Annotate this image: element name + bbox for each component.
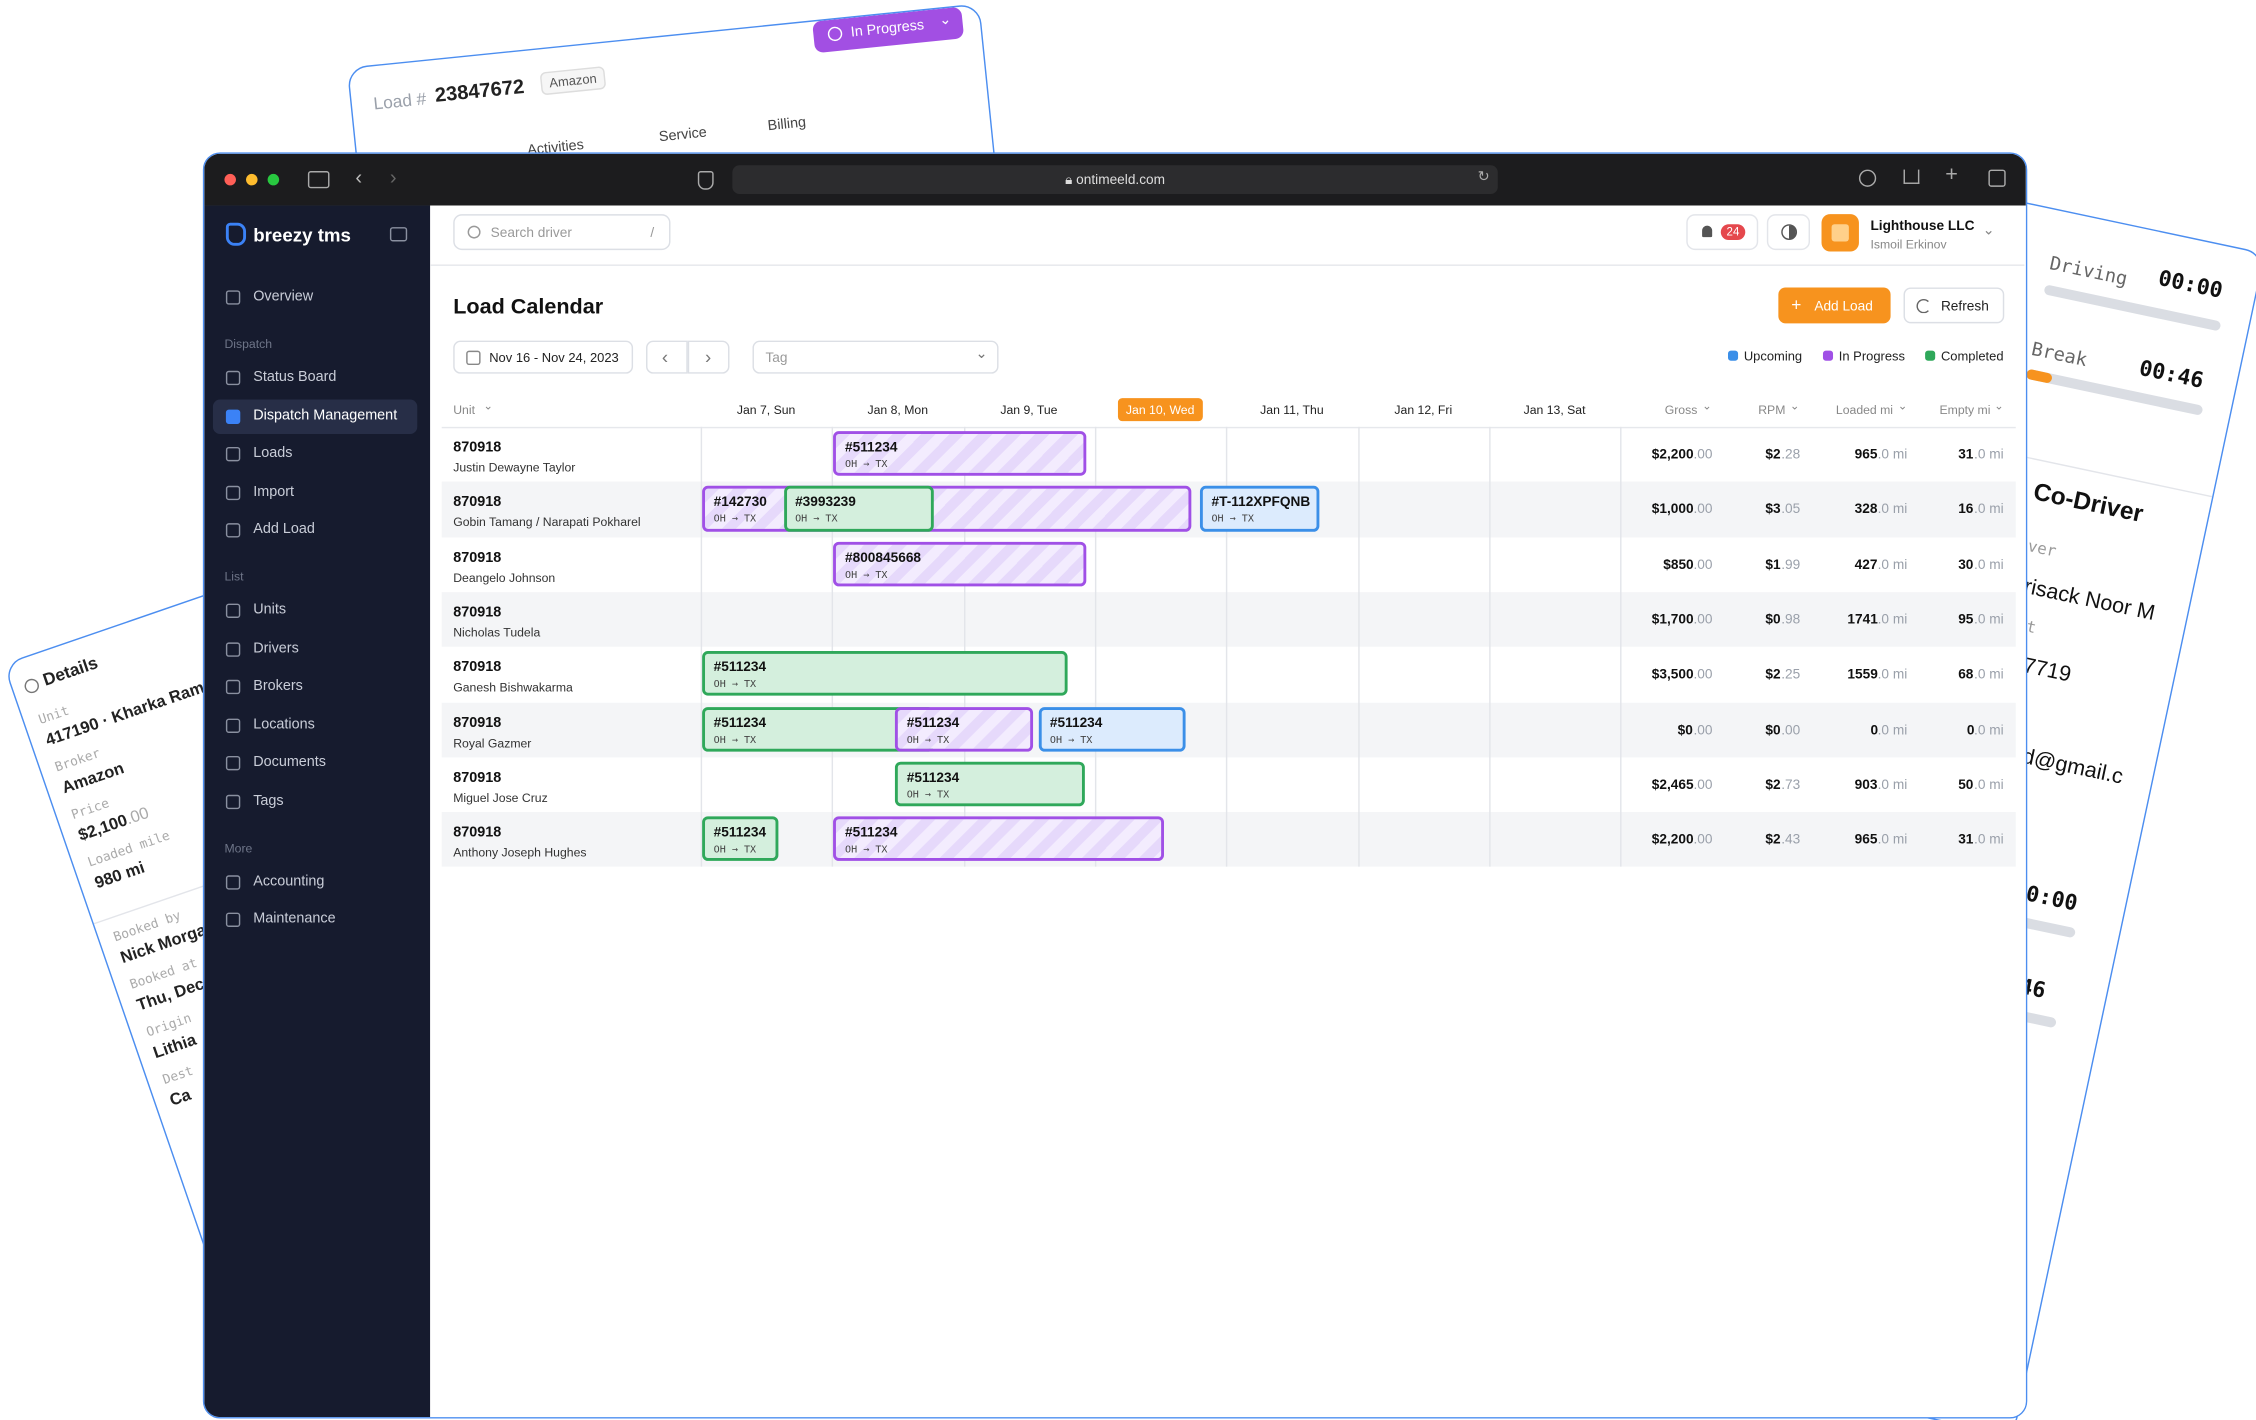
load-id: #511234 [906,770,960,786]
load-bar[interactable]: #511234 OH → TX [833,431,1087,477]
driver-name: irisack Noor M [2017,573,2158,626]
status-pill[interactable]: In Progress ⌄ [812,6,965,54]
load-bar[interactable]: #T-112XPFQNB OH → TX [1199,486,1320,532]
load-route: OH → TX [906,733,950,746]
load-id: #511234 [906,715,960,731]
load-bar[interactable]: #511234 OH → TX [833,816,1165,862]
load-id: #800845668 [845,549,922,566]
load-tag: Amazon [539,65,607,96]
load-id: #511234 [1049,715,1103,731]
load-id: #511234 [713,825,767,841]
status-text: In Progress [850,17,925,41]
load-route: OH → TX [845,458,888,470]
title-bar: ‹ › 🔒︎ ontimeeld.com ↻ + [204,153,2026,206]
load-id: #511234 [713,715,767,731]
sidebar [204,205,431,1418]
load-bar[interactable]: #800845668 OH → TX [833,541,1087,587]
field-value: Ca [167,1086,194,1110]
load-route: OH → TX [713,843,757,856]
tab: Billing [767,114,807,135]
load-id: #511234 [713,659,767,676]
load-route: OH → TX [713,678,757,691]
load-number: 23847672 [433,74,526,107]
field-label: Dest [161,1064,196,1089]
load-bar[interactable]: #3993239 OH → TX [783,486,934,532]
load-bar[interactable]: #142730 OH → TX [702,486,1192,532]
load-bar[interactable]: #511234 OH → TX [702,816,779,862]
time: 00:00 [2156,264,2225,304]
load-route: OH → TX [1049,733,1093,746]
browser-window: ‹ › 🔒︎ ontimeeld.com ↻ + [202,152,2028,1419]
load-bar[interactable]: #511234 OH → TX [895,706,1033,752]
load-id: #511234 [845,825,898,841]
load-id: #T-112XPFQNB [1211,494,1311,511]
load-route: OH → TX [845,568,888,581]
label: Driving [2047,253,2130,291]
load-route: OH → TX [1211,513,1254,526]
load-id: #142730 [713,494,767,511]
url: ontimeeld.com [1076,172,1166,189]
field-value-rest: .00 [124,804,152,829]
url-bar[interactable]: 🔒︎ ontimeeld.com ↻ [732,165,1498,195]
label: ver [2026,536,2059,561]
load-route: OH → TX [795,513,838,526]
load-id: #511234 [845,439,898,456]
tab: Service [658,124,708,146]
details-title: Details [40,652,101,690]
time: 00:46 [2136,354,2206,394]
load-bar[interactable]: #511234 OH → TX [702,651,1068,697]
load-route: OH → TX [845,843,888,856]
load-route: OH → TX [906,788,950,801]
co-driver-title: Co-Driver [2030,477,2146,528]
load-label: Load # [372,88,428,114]
label: Break [2029,339,2089,372]
load-route: OH → TX [713,733,757,746]
load-route: OH → TX [713,513,757,526]
load-id: #3993239 [795,494,856,511]
main [430,205,2026,1418]
load-bar[interactable]: #511234 OH → TX [895,761,1086,807]
load-bar[interactable]: #511234 OH → TX [1038,706,1186,752]
